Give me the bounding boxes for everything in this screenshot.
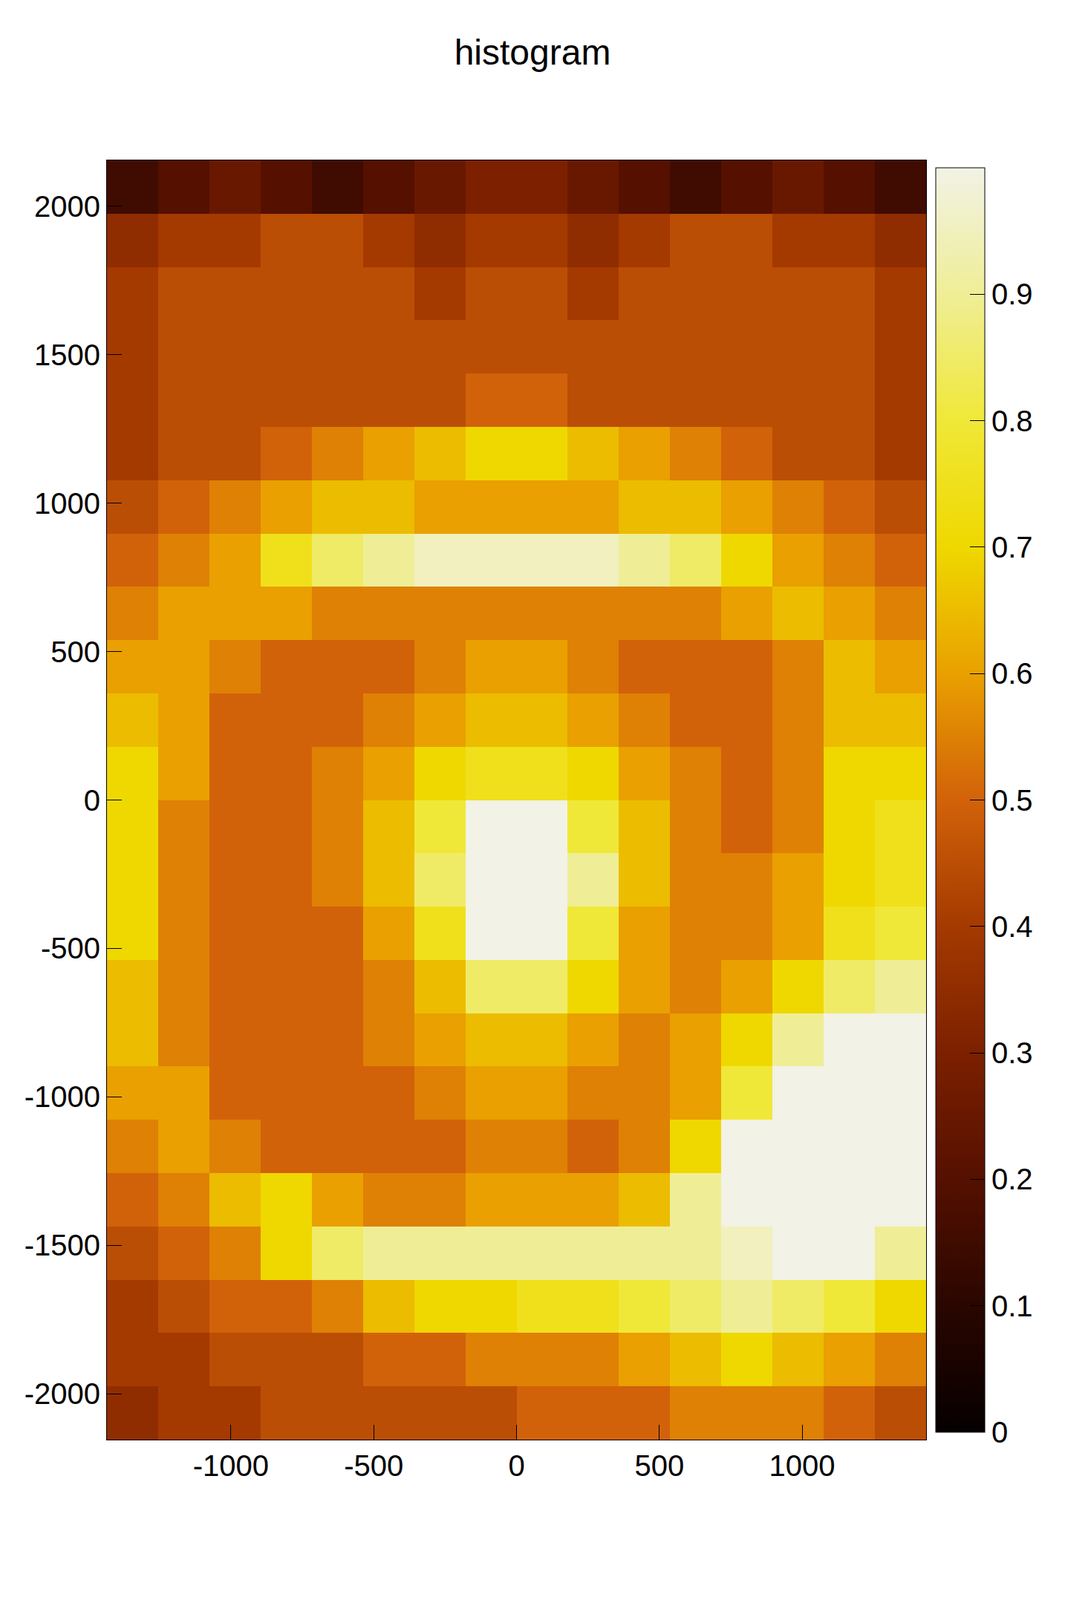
svg-text:0.5: 0.5 xyxy=(991,784,1034,817)
svg-text:0.2: 0.2 xyxy=(991,1163,1034,1196)
svg-text:0.8: 0.8 xyxy=(991,404,1034,438)
svg-text:histogram: histogram xyxy=(454,32,612,73)
svg-text:0: 0 xyxy=(83,784,101,817)
svg-text:1000: 1000 xyxy=(769,1449,836,1483)
svg-text:0.1: 0.1 xyxy=(991,1290,1034,1323)
svg-text:-1500: -1500 xyxy=(24,1229,101,1262)
svg-text:0: 0 xyxy=(991,1416,1008,1449)
svg-text:0.7: 0.7 xyxy=(991,531,1034,564)
svg-text:-1000: -1000 xyxy=(24,1080,101,1114)
svg-text:0.4: 0.4 xyxy=(991,910,1034,944)
svg-text:-1000: -1000 xyxy=(193,1449,269,1483)
svg-text:-500: -500 xyxy=(343,1449,404,1483)
svg-text:-2000: -2000 xyxy=(24,1377,101,1411)
svg-text:1000: 1000 xyxy=(34,487,101,520)
svg-text:0.9: 0.9 xyxy=(991,277,1034,311)
svg-text:1500: 1500 xyxy=(34,338,101,372)
svg-text:0.6: 0.6 xyxy=(991,657,1034,690)
svg-text:2000: 2000 xyxy=(34,190,101,223)
svg-text:500: 500 xyxy=(50,635,101,669)
svg-text:0: 0 xyxy=(507,1449,525,1483)
svg-text:-500: -500 xyxy=(40,932,101,965)
svg-text:0.3: 0.3 xyxy=(991,1036,1034,1070)
svg-text:500: 500 xyxy=(634,1449,685,1483)
